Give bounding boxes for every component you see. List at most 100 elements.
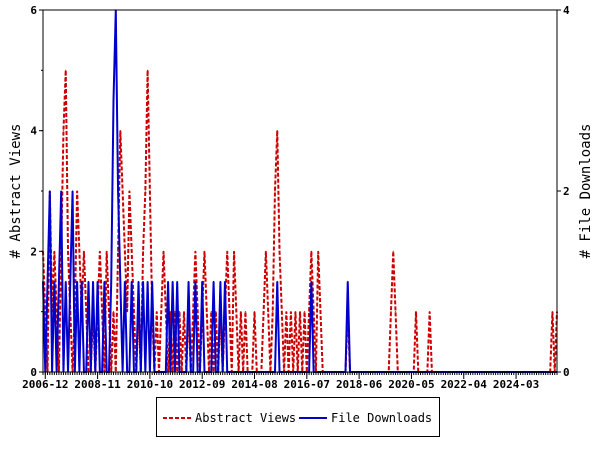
x-tick-label: 2006-12 [22, 378, 68, 391]
data-point [131, 250, 133, 252]
y-right-tick-label: 0 [563, 366, 570, 379]
data-point [194, 280, 196, 283]
data-point [78, 250, 80, 252]
data-point [281, 311, 283, 313]
data-point [53, 250, 55, 252]
y-left-tick-label: 0 [30, 366, 37, 379]
data-point [76, 190, 78, 192]
data-point [176, 280, 178, 283]
data-point [119, 130, 121, 132]
data-point [194, 250, 196, 252]
data-point [274, 190, 276, 192]
data-point [96, 280, 99, 283]
legend: Abstract Views File Downloads [156, 397, 440, 437]
data-point [81, 280, 83, 283]
series-layer [42, 9, 558, 373]
data-point [206, 311, 208, 313]
data-point [203, 250, 206, 252]
data-point [122, 190, 124, 192]
data-point [310, 250, 312, 252]
data-point [303, 311, 306, 313]
data-point [169, 311, 171, 313]
data-point [101, 311, 103, 313]
data-point [106, 250, 108, 252]
data-point [56, 311, 58, 313]
legend-label-file-downloads: File Downloads [331, 411, 433, 425]
y-left-tick-label: 2 [30, 245, 37, 258]
data-point [192, 311, 194, 313]
data-point [183, 311, 185, 313]
data-point [253, 311, 256, 313]
x-tick-label: 2018-06 [336, 378, 383, 391]
data-point [124, 280, 126, 283]
data-point [197, 311, 199, 313]
y-right-axis-title: # File Downloads [578, 124, 594, 259]
data-point [394, 311, 397, 313]
data-point [117, 190, 119, 192]
legend-swatch-file-downloads [299, 417, 327, 419]
data-point [85, 311, 87, 313]
legend-item-abstract-views: Abstract Views [163, 411, 296, 425]
data-point [174, 311, 176, 313]
data-point [160, 311, 162, 313]
data-point [215, 311, 217, 313]
y-left-tick-label: 4 [30, 125, 37, 138]
data-point [142, 280, 144, 283]
data-point [263, 311, 265, 313]
data-point [131, 280, 133, 283]
x-tick-label: 2020-05 [388, 378, 434, 391]
x-tick-label: 2014-08 [231, 378, 277, 391]
data-point [71, 190, 74, 192]
data-point [67, 250, 69, 252]
x-tick-label: 2010-10 [127, 378, 173, 391]
data-point [285, 311, 287, 313]
data-point [49, 190, 51, 192]
data-point [60, 190, 62, 192]
data-point [128, 190, 131, 192]
data-point [212, 280, 215, 283]
data-point [219, 280, 221, 283]
data-point [265, 250, 267, 252]
data-point [124, 250, 126, 252]
data-point [319, 311, 322, 313]
data-point [147, 69, 149, 71]
data-point [108, 311, 110, 313]
data-point [144, 190, 146, 192]
data-point [65, 280, 67, 283]
data-point [53, 280, 55, 283]
data-point [178, 311, 181, 313]
data-point [233, 250, 235, 252]
data-point [310, 280, 312, 283]
data-point [76, 280, 78, 283]
data-point [429, 311, 431, 313]
data-point [137, 280, 140, 283]
y-right-tick-label: 4 [563, 4, 570, 17]
data-point [147, 280, 149, 283]
data-point [244, 311, 247, 313]
data-point [235, 311, 237, 313]
legend-item-file-downloads: File Downloads [299, 411, 432, 425]
data-point [133, 311, 135, 313]
data-point [167, 280, 169, 283]
data-point [172, 280, 174, 283]
y-right-tick-label: 2 [563, 185, 570, 198]
data-point [210, 311, 212, 313]
data-point [347, 280, 349, 283]
data-point [551, 311, 554, 313]
data-point [151, 280, 153, 283]
legend-swatch-abstract-views [163, 417, 191, 419]
x-tick-label: 2008-11 [74, 378, 121, 391]
data-point [117, 250, 119, 252]
data-point [317, 250, 319, 252]
data-point [156, 311, 158, 313]
x-tick-label: 2024-03 [493, 378, 539, 391]
data-point [276, 280, 278, 283]
data-point [112, 311, 115, 313]
data-point [290, 311, 292, 313]
data-point [119, 280, 121, 283]
data-point [392, 250, 394, 252]
data-point [187, 280, 190, 283]
data-point [415, 311, 417, 313]
data-point [201, 280, 203, 283]
